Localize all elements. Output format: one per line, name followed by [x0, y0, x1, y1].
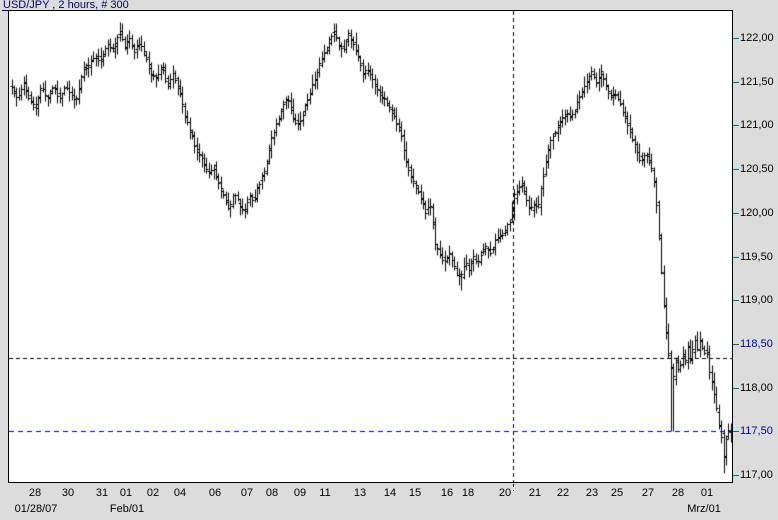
y-axis-tick	[733, 431, 739, 432]
x-axis-day-label: 01	[700, 487, 714, 499]
x-axis-day-label: 16	[440, 487, 454, 499]
y-axis-tick	[733, 344, 739, 345]
x-axis-day-label: 20	[498, 487, 512, 499]
y-axis-tick	[733, 475, 739, 476]
x-axis-day-label: 04	[173, 487, 187, 499]
x-axis-day-label: 01	[119, 487, 133, 499]
y-axis-label: 118,00	[740, 382, 773, 394]
y-axis-label: 119,50	[740, 251, 773, 263]
y-axis-tick	[733, 213, 739, 214]
x-axis-day-label: 02	[146, 487, 160, 499]
y-axis-label: 121,50	[740, 76, 774, 88]
y-axis-label: 118,50	[740, 338, 773, 350]
y-axis-label: 121,00	[740, 119, 774, 131]
price-chart-canvas[interactable]	[9, 11, 732, 482]
y-axis-label: 120,50	[740, 163, 774, 175]
x-axis-day-label: 27	[641, 487, 655, 499]
y-axis-tick	[733, 38, 739, 39]
x-axis-day-label: 08	[265, 487, 279, 499]
x-axis-day-label: 09	[293, 487, 307, 499]
x-axis-day-label: 31	[95, 487, 109, 499]
x-axis-day-label: 28	[671, 487, 685, 499]
x-axis-day-label: 06	[208, 487, 222, 499]
x-axis-day-label: 25	[610, 487, 624, 499]
y-axis-label: 122,00	[740, 32, 774, 44]
x-axis-day-label: 15	[408, 487, 422, 499]
y-axis-tick	[733, 300, 739, 301]
x-axis-day-label: 21	[528, 487, 542, 499]
y-axis-tick	[733, 257, 739, 258]
crosshair-vertical-stub	[513, 484, 514, 491]
x-axis-day-label: 18	[461, 487, 475, 499]
x-axis-day-label: 14	[383, 487, 397, 499]
x-axis-day-label: 11	[319, 487, 331, 499]
x-axis-day-label: 07	[240, 487, 254, 499]
y-axis-label: 120,00	[740, 207, 774, 219]
y-axis-tick	[733, 388, 739, 389]
x-axis-day-label: 23	[585, 487, 599, 499]
y-axis-tick	[733, 82, 739, 83]
y-axis-label: 117,50	[740, 425, 773, 437]
y-axis-tick	[733, 169, 739, 170]
plot-area[interactable]	[8, 10, 733, 483]
y-axis-label: 119,00	[740, 294, 773, 306]
x-axis-day-label: 30	[61, 487, 75, 499]
x-axis-period-label: Mrz/01	[687, 503, 721, 515]
x-axis-day-label: 28	[28, 487, 42, 499]
y-axis-tick	[733, 125, 739, 126]
x-axis-day-label: 13	[353, 487, 367, 499]
x-axis-period-label: Feb/01	[109, 503, 145, 515]
x-axis-day-label: 22	[556, 487, 570, 499]
y-axis-label: 117,00	[740, 469, 773, 481]
x-axis-period-label: 01/28/07	[14, 503, 58, 515]
